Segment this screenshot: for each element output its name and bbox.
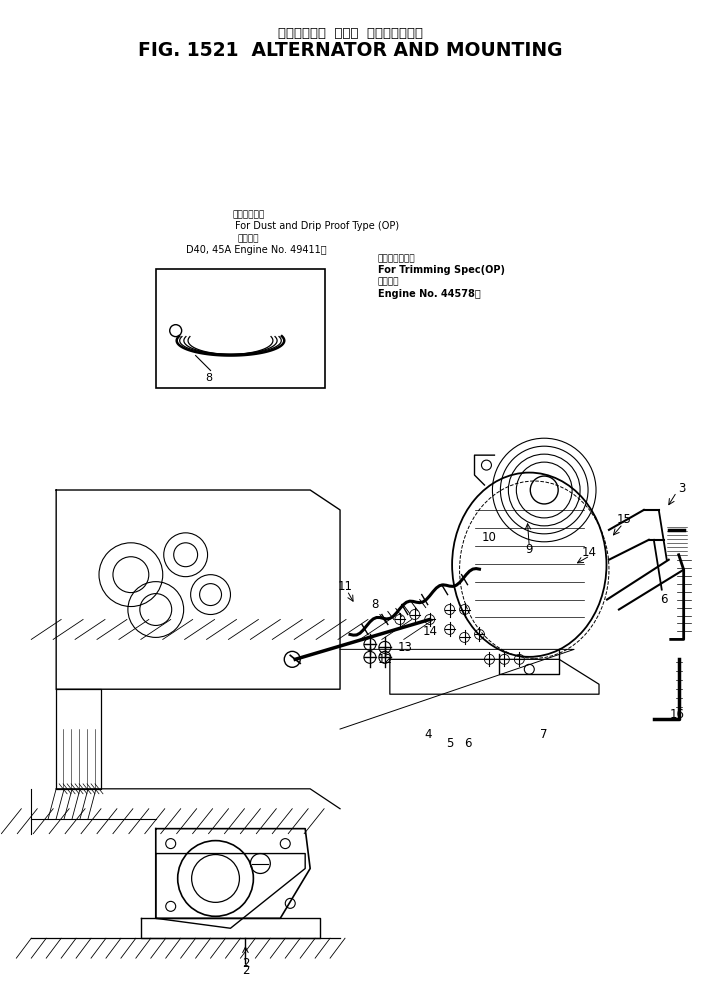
- Text: 11: 11: [337, 580, 353, 593]
- Text: Engine No. 44578～: Engine No. 44578～: [378, 289, 481, 299]
- Text: FIG. 1521  ALTERNATOR AND MOUNTING: FIG. 1521 ALTERNATOR AND MOUNTING: [138, 40, 562, 60]
- Text: For Dust and Drip Proof Type (OP): For Dust and Drip Proof Type (OP): [236, 221, 400, 231]
- Text: D40, 45A Engine No. 49411～: D40, 45A Engine No. 49411～: [186, 245, 326, 255]
- Text: 16: 16: [669, 708, 684, 721]
- Text: 14: 14: [582, 547, 597, 559]
- Bar: [156, 269, 325, 388]
- Text: 2: 2: [242, 963, 249, 976]
- Text: 防尘防滴仕様: 防尘防滴仕様: [232, 210, 264, 219]
- Text: 6: 6: [660, 593, 667, 607]
- Text: 10: 10: [482, 532, 497, 545]
- Text: 5: 5: [446, 737, 454, 750]
- Text: 8: 8: [372, 598, 379, 611]
- Text: 適用号機: 適用号機: [378, 278, 400, 287]
- Text: 8: 8: [205, 374, 212, 383]
- Text: 適用号機: 適用号機: [238, 234, 259, 243]
- Text: 4: 4: [424, 727, 431, 740]
- Text: トリミング仕様: トリミング仕様: [378, 254, 416, 262]
- Text: 12: 12: [377, 653, 393, 665]
- Text: 6: 6: [464, 737, 471, 750]
- Text: 2: 2: [242, 957, 249, 970]
- Text: 14: 14: [422, 625, 437, 638]
- Text: 9: 9: [526, 544, 533, 556]
- Text: 15: 15: [616, 513, 632, 526]
- Text: 7: 7: [540, 727, 548, 740]
- Text: For Trimming Spec(OP): For Trimming Spec(OP): [378, 264, 505, 275]
- Text: オルタネータ  および  マウンティング: オルタネータ および マウンティング: [278, 27, 423, 39]
- Text: 13: 13: [397, 641, 412, 654]
- Text: 3: 3: [678, 482, 686, 494]
